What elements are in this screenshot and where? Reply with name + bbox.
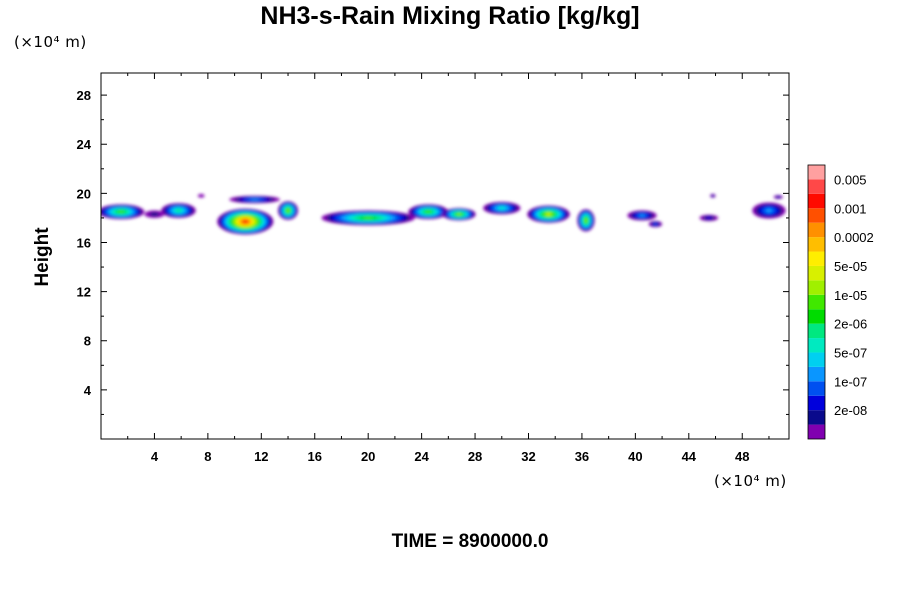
x-tick-label: 8	[204, 449, 211, 464]
colorbar-swatch-7	[808, 323, 825, 339]
y-tick-label: 24	[77, 137, 92, 152]
contour-feature-17-level-4	[765, 208, 773, 213]
x-tick-label: 36	[575, 449, 589, 464]
contour-feature-5-level-4	[249, 198, 260, 201]
x-tick-label: 16	[308, 449, 322, 464]
contour-feature-15-level-2	[711, 195, 714, 197]
colorbar-swatch-12	[808, 251, 825, 266]
x-tick-label: 40	[628, 449, 642, 464]
colorbar: 2e-08 1e-07 5e-07 2e-06 1e-05 5e-05 0.0002 0.00…	[807, 164, 874, 440]
colorbar-label-17: 0.005	[834, 172, 867, 187]
colorbar-swatch-4	[808, 366, 825, 382]
colorbar-swatch-17	[808, 179, 825, 194]
x-tick-label: 32	[521, 449, 535, 464]
x-tick-label: 4	[151, 449, 159, 464]
colorbar-swatch-11	[808, 265, 825, 281]
colorbar-label-15: 0.001	[834, 201, 867, 216]
colorbar-swatch-16	[808, 193, 825, 209]
colorbar-swatch-18	[808, 165, 825, 180]
contour-feature-10-level-6	[499, 206, 505, 210]
contour-feature-9-level-10	[457, 213, 461, 216]
contour-feature-3-level-0	[197, 193, 205, 198]
colorbar-swatch-13	[808, 237, 825, 252]
colorbar-swatch-1	[808, 410, 825, 425]
contour-feature-16-level-2	[705, 216, 712, 220]
colorbar-label-11: 5e-05	[834, 259, 867, 274]
y-tick-label: 8	[84, 334, 91, 349]
time-label: TIME = 8900000.0	[391, 531, 549, 552]
x-tick-label: 48	[735, 449, 749, 464]
x-tick-label: 12	[254, 449, 268, 464]
y-tick-label: 20	[77, 186, 91, 201]
colorbar-swatch-14	[808, 222, 825, 238]
chart-title: NH3-s-Rain Mixing Ratio [kg/kg]	[260, 2, 640, 30]
plot-frame	[100, 72, 790, 440]
x-tick-label: 20	[361, 449, 375, 464]
colorbar-label-13: 0.0002	[834, 230, 874, 245]
colorbar-swatch-15	[808, 208, 825, 223]
colorbar-label-3: 1e-07	[834, 374, 867, 389]
contour-feature-7-level-9	[363, 216, 373, 219]
x-tick-label: 44	[682, 449, 697, 464]
colorbar-swatch-10	[808, 280, 825, 295]
colorbar-label-9: 1e-05	[834, 288, 867, 303]
y-axis-unit: (×10⁴ m)	[14, 33, 87, 51]
contour-feature-4-level-16	[243, 220, 247, 223]
contour-feature-13-level-4	[639, 214, 645, 217]
contour-feature-18-level-2	[776, 196, 780, 198]
y-tick-label: 12	[77, 285, 91, 300]
colorbar-label-7: 2e-06	[834, 317, 867, 332]
y-tick-label: 16	[77, 235, 91, 250]
contour-feature-1-level-1	[149, 212, 160, 217]
field-contours	[101, 193, 786, 235]
y-tick-label: 4	[84, 383, 92, 398]
colorbar-frame	[807, 164, 826, 440]
colorbar-swatch-3	[808, 381, 825, 396]
contour-feature-0-level-9	[118, 210, 124, 213]
colorbar-swatch-9	[808, 294, 825, 310]
colorbar-swatch-0	[808, 424, 825, 439]
colorbar-label-5: 5e-07	[834, 345, 867, 360]
contour-feature-6-level-10	[287, 209, 289, 212]
x-tick-label: 24	[414, 449, 429, 464]
colorbar-swatch-2	[808, 395, 825, 411]
y-tick-label: 28	[77, 88, 91, 103]
contour-feature-14-level-3	[653, 223, 658, 226]
mixing-ratio-field	[101, 193, 786, 235]
contour-feature-8-level-9	[426, 210, 431, 213]
x-tick-label: 28	[468, 449, 482, 464]
x-axis-unit: (×10⁴ m)	[714, 472, 787, 490]
contour-feature-2-level-7	[176, 209, 181, 212]
colorbar-swatch-6	[808, 338, 825, 353]
contour-feature-12-level-10	[585, 218, 587, 222]
colorbar-label-1: 2e-08	[834, 403, 867, 418]
colorbar-swatch-8	[808, 309, 825, 324]
colorbar-swatch-5	[808, 352, 825, 367]
contour-feature-11-level-11	[546, 213, 551, 216]
